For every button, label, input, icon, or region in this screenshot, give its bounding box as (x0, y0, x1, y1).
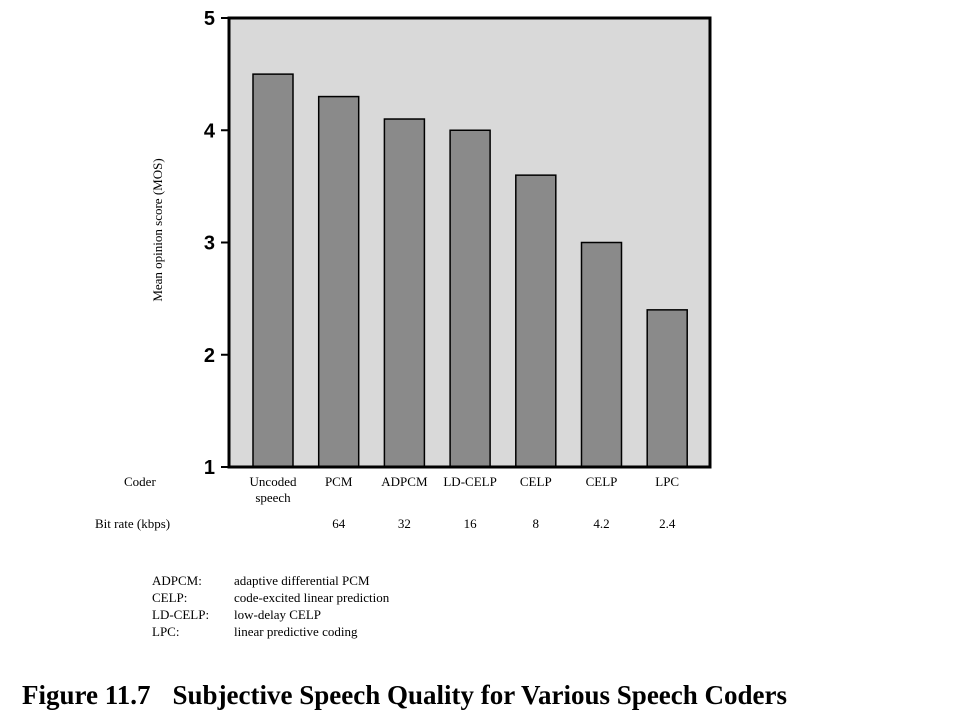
glossary-abbr: ADPCM: (152, 573, 202, 588)
y-tick-label: 2 (204, 345, 215, 367)
bitrate-label: 4.2 (593, 516, 609, 531)
glossary-definition: adaptive differential PCM (234, 573, 370, 588)
bar (580, 241, 623, 468)
bar (449, 129, 491, 468)
glossary-row: LD-CELP: low-delay CELP (152, 606, 321, 623)
bitrate-labels: 64 32 16 8 4.2 2.4 (332, 516, 676, 531)
glossary-row: LPC: linear predictive coding (152, 623, 357, 640)
x-category-label: LD-CELP (443, 474, 496, 489)
bar (383, 118, 426, 468)
bar (252, 73, 294, 468)
x-category-label: PCM (325, 474, 353, 489)
glossary-definition: low-delay CELP (234, 607, 322, 622)
glossary-abbr: CELP: (152, 590, 188, 605)
figure-caption: Figure 11.7 Subjective Speech Quality for… (22, 680, 787, 711)
bar (515, 174, 557, 468)
glossary-definition: linear predictive coding (234, 624, 358, 639)
bitrate-label: 64 (332, 516, 346, 531)
x-category-label: CELP (520, 474, 552, 489)
bitrate-label: 8 (533, 516, 540, 531)
bitrate-label: 16 (464, 516, 478, 531)
glossary-abbr: LPC: (152, 624, 180, 639)
bars (252, 73, 688, 468)
glossary-abbr: LD-CELP: (152, 607, 210, 622)
y-tick-label: 4 (204, 120, 216, 142)
bar (317, 95, 360, 468)
x-category-label: speech (255, 490, 291, 505)
coder-row-label: Coder (124, 474, 156, 489)
x-category-label: LPC (655, 474, 679, 489)
glossary-definition: code-excited linear prediction (234, 590, 390, 605)
bar (646, 309, 688, 468)
figure-number: Figure 11.7 (22, 680, 151, 710)
y-tick-label: 1 (204, 457, 215, 479)
figure-title: Subjective Speech Quality for Various Sp… (172, 680, 788, 710)
x-category-label: ADPCM (381, 474, 428, 489)
y-tick-label: 5 (204, 8, 215, 30)
bitrate-label: 2.4 (659, 516, 676, 531)
y-axis-label: Mean opinion score (MOS) (150, 158, 165, 301)
bitrate-label: 32 (398, 516, 411, 531)
y-tick-label: 3 (204, 233, 215, 255)
x-category-label: Uncoded (250, 474, 297, 489)
bitrate-row-label: Bit rate (kbps) (95, 516, 170, 531)
glossary-row: CELP: code-excited linear prediction (152, 589, 389, 606)
x-category-label: CELP (586, 474, 618, 489)
glossary-row: ADPCM: adaptive differential PCM (152, 572, 370, 589)
y-axis-ticks: 1 2 3 4 5 (204, 8, 229, 479)
